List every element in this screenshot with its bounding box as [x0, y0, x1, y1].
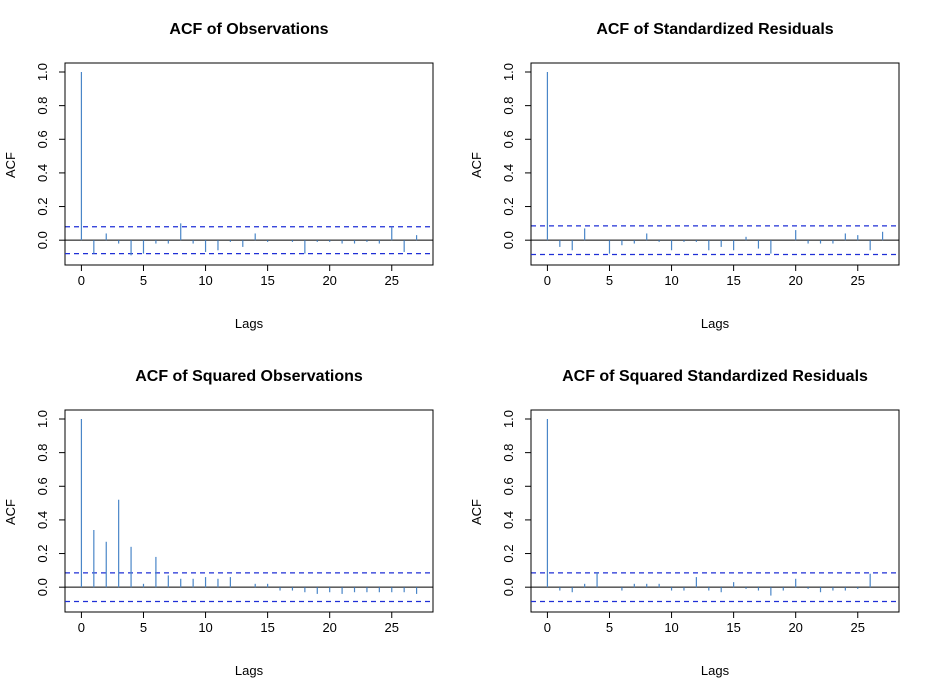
x-tick-label: 15	[726, 620, 740, 635]
y-axis-label: ACF	[469, 499, 484, 525]
x-axis-label: Lags	[235, 316, 264, 331]
y-tick-label: 0.4	[501, 511, 516, 529]
y-tick-label: 0.6	[501, 130, 516, 148]
y-tick-label: 0.0	[501, 578, 516, 596]
x-tick-label: 20	[788, 620, 802, 635]
x-tick-label: 25	[851, 620, 865, 635]
plot-frame	[530, 62, 900, 266]
x-tick-label: 10	[664, 273, 678, 288]
y-tick-label: 0.2	[35, 545, 50, 563]
y-tick-label: 0.0	[501, 231, 516, 249]
y-axis-label: ACF	[3, 499, 18, 525]
y-tick-label: 0.8	[35, 444, 50, 462]
x-tick-label: 0	[78, 620, 85, 635]
plot-frame	[64, 409, 434, 613]
x-tick-label: 25	[385, 273, 399, 288]
chart-title: ACF of Squared Standardized Residuals	[562, 368, 868, 385]
x-tick-label: 25	[385, 620, 399, 635]
y-tick-label: 1.0	[501, 63, 516, 81]
x-tick-label: 20	[788, 273, 802, 288]
y-tick-label: 0.6	[501, 477, 516, 495]
chart-marks: 0 5 10 15 20 25 0.0 0.2 0.4 0.6 0.8 1.0	[35, 62, 434, 288]
acf-panel-squared-observations: ACF of Squared Observations Lags ACF 0 5 1…	[3, 368, 434, 678]
x-tick-label: 15	[260, 273, 274, 288]
x-tick-label: 5	[140, 620, 147, 635]
x-tick-label: 0	[544, 273, 551, 288]
y-tick-label: 1.0	[35, 63, 50, 81]
y-tick-label: 0.6	[35, 130, 50, 148]
x-tick-label: 20	[322, 620, 336, 635]
y-tick-label: 1.0	[35, 410, 50, 428]
x-tick-label: 0	[544, 620, 551, 635]
x-tick-label: 10	[198, 273, 212, 288]
chart-marks: 0 5 10 15 20 25 0.0 0.2 0.4 0.6 0.8 1.0	[501, 62, 900, 288]
y-tick-label: 1.0	[501, 410, 516, 428]
acf-panel-observations: ACF of Observations Lags ACF 0 5 10 15 20 250…	[3, 21, 434, 331]
chart-marks: 0 5 10 15 20 25 0.0 0.2 0.4 0.6 0.8 1.0	[501, 409, 900, 635]
x-tick-label: 15	[726, 273, 740, 288]
x-tick-label: 15	[260, 620, 274, 635]
acf-panel-squared-standardized-residuals: ACF of Squared Standardized Residuals La…	[469, 368, 900, 678]
y-tick-label: 0.2	[35, 198, 50, 216]
y-tick-label: 0.6	[35, 477, 50, 495]
y-axis-label: ACF	[3, 152, 18, 178]
y-tick-label: 0.4	[35, 511, 50, 529]
x-tick-label: 5	[140, 273, 147, 288]
x-axis-label: Lags	[701, 316, 730, 331]
x-tick-label: 20	[322, 273, 336, 288]
chart-marks: 0 5 10 15 20 25 0.0 0.2 0.4 0.6 0.8 1.0	[35, 409, 434, 635]
y-tick-label: 0.8	[35, 97, 50, 115]
y-tick-label: 0.4	[35, 164, 50, 182]
y-tick-label: 0.4	[501, 164, 516, 182]
x-tick-label: 0	[78, 273, 85, 288]
y-tick-label: 0.0	[35, 578, 50, 596]
y-tick-label: 0.8	[501, 444, 516, 462]
y-tick-label: 0.0	[35, 231, 50, 249]
y-axis-label: ACF	[469, 152, 484, 178]
chart-title: ACF of Observations	[169, 21, 328, 38]
x-tick-label: 25	[851, 273, 865, 288]
y-tick-label: 0.2	[501, 545, 516, 563]
y-tick-label: 0.2	[501, 198, 516, 216]
chart-title: ACF of Squared Observations	[135, 368, 363, 385]
x-tick-label: 5	[606, 620, 613, 635]
x-tick-label: 5	[606, 273, 613, 288]
x-axis-label: Lags	[235, 663, 264, 678]
x-tick-label: 10	[664, 620, 678, 635]
plot-frame	[530, 409, 900, 613]
x-tick-label: 10	[198, 620, 212, 635]
y-tick-label: 0.8	[501, 97, 516, 115]
acf-panel-standardized-residuals: ACF of Standardized Residuals Lags ACF 0…	[469, 21, 900, 331]
chart-title: ACF of Standardized Residuals	[596, 21, 833, 38]
plot-frame	[64, 62, 434, 266]
x-axis-label: Lags	[701, 663, 730, 678]
